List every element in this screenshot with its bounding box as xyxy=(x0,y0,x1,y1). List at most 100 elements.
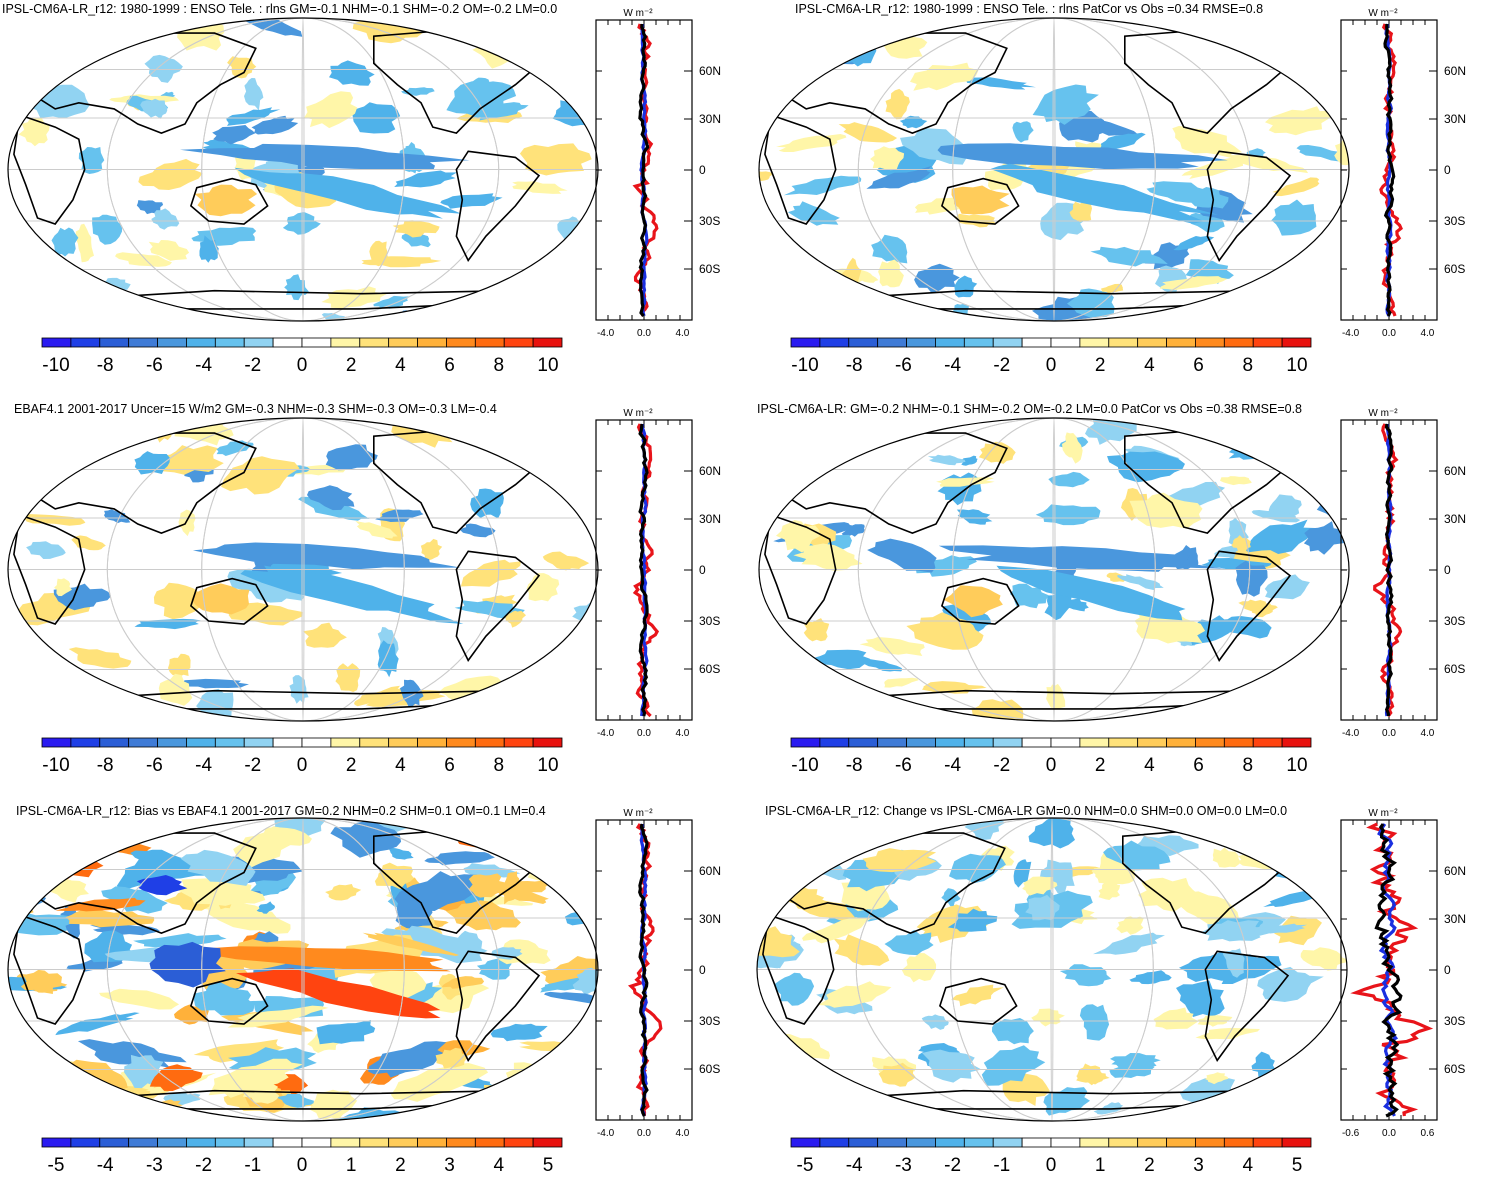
zonal-line-diff xyxy=(1374,823,1403,1118)
field-blob xyxy=(1268,840,1289,851)
colorbar-swatch xyxy=(446,337,476,348)
field-blob xyxy=(801,428,856,460)
field-blob xyxy=(524,839,595,865)
zonal-ytick-label: 30N xyxy=(1444,112,1466,126)
colorbar-swatch xyxy=(359,1137,390,1148)
colorbar-swatch xyxy=(1137,737,1167,748)
field-blob xyxy=(1044,591,1072,621)
colorbar-swatch xyxy=(992,737,1023,748)
field-blob xyxy=(1273,915,1322,946)
field-blob xyxy=(512,181,568,194)
map-p6 xyxy=(756,817,1348,1122)
field-blob xyxy=(237,18,303,37)
colorbar-p4: -10 -8 -6 -4 -2 0 2 4 6 8 10 xyxy=(790,737,1312,776)
field-blob xyxy=(526,418,590,443)
field-blob xyxy=(871,234,908,264)
field-blob xyxy=(1269,828,1302,858)
colorbar-swatch xyxy=(301,737,332,748)
zonal-ytick-label: 60S xyxy=(1444,1062,1465,1076)
colorbar-label: 2 xyxy=(1144,1155,1155,1176)
zonal-ytick-label: 30N xyxy=(699,112,721,126)
colorbar-label: -1 xyxy=(993,1155,1010,1176)
colorbar-label: 8 xyxy=(494,755,505,776)
field-blob xyxy=(377,640,399,678)
field-blob xyxy=(1159,276,1228,291)
zonal-xtick-label: 0.0 xyxy=(637,728,651,739)
colorbar-label: -5 xyxy=(48,1155,65,1176)
field-blob xyxy=(759,677,815,703)
field-blob xyxy=(256,901,276,914)
field-blob xyxy=(1213,616,1272,639)
zonal-line-model xyxy=(632,23,659,317)
field-blob xyxy=(1251,510,1301,523)
field-blob xyxy=(1312,863,1333,883)
field-blob xyxy=(440,193,503,209)
field-blob xyxy=(1305,686,1326,721)
colorbar-swatch xyxy=(935,737,965,748)
field-blob xyxy=(499,1074,596,1115)
colorbar-swatch xyxy=(1252,737,1283,748)
field-blob xyxy=(99,988,180,1010)
zonal-ytick-label: 30N xyxy=(1444,512,1466,526)
field-blob xyxy=(542,551,590,571)
colorbar-swatch xyxy=(935,337,965,348)
field-blob xyxy=(176,678,249,689)
colorbar-swatch xyxy=(272,337,303,348)
colorbar-label: 2 xyxy=(1095,755,1106,776)
enso-tongue xyxy=(205,946,451,972)
panel-p1: IPSL-CM6A-LR_r12: 1980-1999 : ENSO Tele.… xyxy=(0,0,744,400)
field-blob xyxy=(221,456,300,495)
colorbar-swatch xyxy=(388,737,418,748)
field-blob xyxy=(942,603,991,632)
panel-svg: W m⁻² 60N 30N 0 30S 60S -4.0 0.0 4.0 -10 -8 -6 -4 -2 0… xyxy=(7,8,721,376)
field-blob xyxy=(228,602,303,626)
field-blob xyxy=(1220,476,1252,486)
colorbar-swatch xyxy=(330,337,361,348)
enso-tongue xyxy=(234,167,462,219)
map-p5 xyxy=(7,817,599,1122)
field-blob xyxy=(1253,923,1308,934)
field-blob xyxy=(817,981,892,1008)
colorbar-swatch xyxy=(243,737,274,748)
field-blob xyxy=(208,1058,303,1098)
colorbar-swatch xyxy=(1166,337,1196,348)
field-blob xyxy=(8,418,57,433)
field-blob xyxy=(78,147,105,174)
field-blob xyxy=(157,445,224,475)
field-blob xyxy=(914,263,960,294)
field-blob xyxy=(992,1018,1034,1045)
colorbar-swatch xyxy=(301,337,332,348)
field-blob xyxy=(951,984,1004,1007)
panel-title: IPSL-CM6A-LR_r12: Change vs IPSL-CM6A-LR… xyxy=(765,804,1288,818)
field-blob xyxy=(18,117,50,147)
colorbar-swatch xyxy=(243,1137,274,1148)
field-blob xyxy=(115,252,172,267)
panel-p6: IPSL-CM6A-LR_r12: Change vs IPSL-CM6A-LR… xyxy=(745,800,1489,1200)
zonal-units: W m⁻² xyxy=(623,408,653,419)
field-blob xyxy=(490,1023,548,1042)
field-blob xyxy=(1288,820,1334,836)
field-blob xyxy=(1109,1056,1155,1078)
colorbar-swatch xyxy=(1223,1137,1254,1148)
field-blob xyxy=(325,884,362,901)
field-blob xyxy=(783,48,809,86)
colorbar-label: 6 xyxy=(1193,755,1204,776)
australia-anomaly xyxy=(193,982,255,1016)
field-blob xyxy=(307,485,355,511)
zonal-ytick-label: 60N xyxy=(1444,864,1466,878)
colorbar-label: 4 xyxy=(1144,755,1155,776)
enso-tongue xyxy=(990,163,1219,224)
field-blob xyxy=(866,166,932,189)
field-blob xyxy=(304,91,358,129)
field-blob xyxy=(325,444,378,471)
field-blob xyxy=(793,706,837,721)
panel-svg: W m⁻² 60N 30N 0 30S 60S -4.0 0.0 4.0 -5 -4 -3 -2 -1 0 1… xyxy=(7,808,721,1176)
colorbar-swatch xyxy=(906,737,936,748)
zonal-line-diff xyxy=(638,423,649,717)
field-blob xyxy=(20,969,62,994)
zonal-xtick-label: 0.0 xyxy=(1382,728,1396,739)
field-blob xyxy=(846,436,875,451)
field-blob xyxy=(774,972,815,1006)
colorbar-label: -8 xyxy=(97,355,114,376)
colorbar-label: 6 xyxy=(444,755,455,776)
